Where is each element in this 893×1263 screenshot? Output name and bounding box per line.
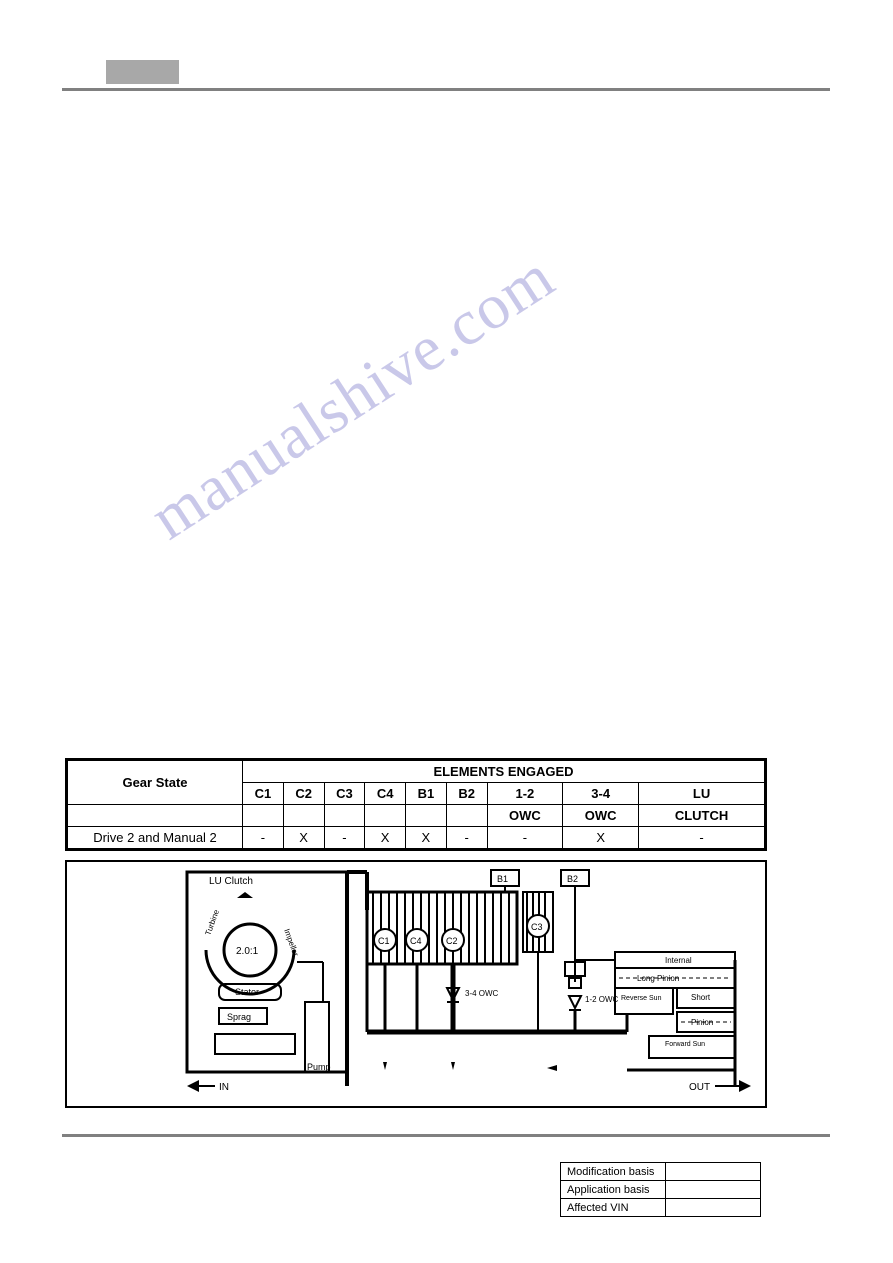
- sprag-label: Sprag: [227, 1012, 251, 1022]
- sub-3: [365, 805, 406, 827]
- svg-text:3-4 OWC: 3-4 OWC: [465, 989, 499, 998]
- app-basis-val: [666, 1181, 761, 1199]
- sub-clutch: CLUTCH: [639, 805, 765, 827]
- sub-4: [406, 805, 447, 827]
- col-lu: LU: [639, 783, 765, 805]
- val-12owc: -: [487, 827, 563, 849]
- val-b1: X: [406, 827, 447, 849]
- col-c4: C4: [365, 783, 406, 805]
- svg-text:B1: B1: [497, 874, 508, 884]
- val-c4: X: [365, 827, 406, 849]
- powerflow-diagram: LU Clutch 2.0:1 Turbine Impeller Stator …: [65, 860, 767, 1108]
- svg-text:C1: C1: [378, 936, 390, 946]
- lu-clutch-label: LU Clutch: [209, 876, 253, 887]
- row-gear-state: Drive 2 and Manual 2: [68, 827, 243, 849]
- col-b2: B2: [446, 783, 487, 805]
- col-c1: C1: [243, 783, 284, 805]
- header-bar: [106, 60, 179, 84]
- elements-engaged-header: ELEMENTS ENGAGED: [243, 761, 765, 783]
- svg-text:C2: C2: [446, 936, 458, 946]
- elements-engaged-table: Gear State ELEMENTS ENGAGED C1 C2 C3 C4 …: [65, 758, 767, 851]
- vin-label: Affected VIN: [561, 1199, 666, 1217]
- svg-text:Short: Short: [691, 993, 711, 1002]
- ratio-label: 2.0:1: [236, 946, 259, 957]
- impeller-label: Impeller: [282, 928, 300, 958]
- in-label: IN: [219, 1082, 229, 1093]
- bottom-divider: [62, 1134, 830, 1137]
- mod-basis-val: [666, 1163, 761, 1181]
- col-12: 1-2: [487, 783, 563, 805]
- gear-state-header: Gear State: [68, 761, 243, 805]
- sub-owc12: OWC: [487, 805, 563, 827]
- val-lu: -: [639, 827, 765, 849]
- col-34: 3-4: [563, 783, 639, 805]
- col-c2: C2: [283, 783, 324, 805]
- svg-text:Internal: Internal: [665, 956, 692, 965]
- top-divider: [62, 88, 830, 91]
- clutch-pack: C1 C4 C2: [367, 892, 517, 964]
- col-c3: C3: [324, 783, 365, 805]
- stator-label: Stator: [235, 987, 259, 997]
- svg-text:Pinion: Pinion: [691, 1018, 713, 1027]
- svg-text:Forward Sun: Forward Sun: [665, 1041, 705, 1048]
- sub-owc34: OWC: [563, 805, 639, 827]
- watermark-text: manualshive.com: [137, 239, 567, 554]
- mod-basis-label: Modification basis: [561, 1163, 666, 1181]
- svg-text:C4: C4: [410, 936, 422, 946]
- val-c3: -: [324, 827, 365, 849]
- pump-label: Pump: [307, 1062, 331, 1072]
- sub-1: [283, 805, 324, 827]
- val-34owc: X: [563, 827, 639, 849]
- vin-val: [666, 1199, 761, 1217]
- sub-0: [243, 805, 284, 827]
- sub-5: [446, 805, 487, 827]
- svg-text:Reverse Sun: Reverse Sun: [621, 995, 662, 1002]
- svg-text:C3: C3: [531, 922, 543, 932]
- val-c2: X: [283, 827, 324, 849]
- footer-info-table: Modification basis Application basis Aff…: [560, 1162, 761, 1217]
- svg-text:1-2 OWC: 1-2 OWC: [585, 995, 619, 1004]
- col-b1: B1: [406, 783, 447, 805]
- svg-text:B2: B2: [567, 874, 578, 884]
- val-b2: -: [446, 827, 487, 849]
- out-label: OUT: [689, 1082, 710, 1093]
- app-basis-label: Application basis: [561, 1181, 666, 1199]
- sub-2: [324, 805, 365, 827]
- val-c1: -: [243, 827, 284, 849]
